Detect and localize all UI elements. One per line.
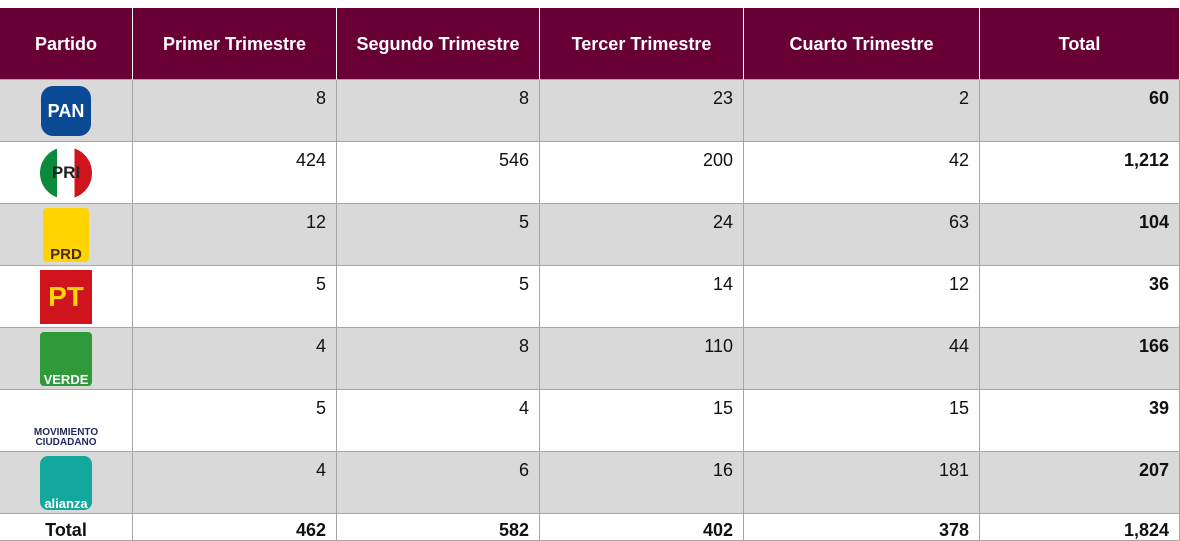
cell-value: 200: [540, 142, 744, 204]
total-cell: 462: [133, 514, 337, 541]
cell-value: 14: [540, 266, 744, 328]
cell-value: 44: [744, 328, 980, 390]
total-cell: Total: [0, 514, 133, 541]
cell-value: 12: [133, 204, 337, 266]
cell-value: 36: [980, 266, 1180, 328]
logo-cell: PRD: [0, 204, 133, 266]
cell-value: 24: [540, 204, 744, 266]
cell-value: 546: [337, 142, 540, 204]
party-logo: PRI: [40, 146, 92, 199]
cell-value: 8: [337, 80, 540, 142]
cell-value: 5: [133, 390, 337, 452]
total-cell: 1,824: [980, 514, 1180, 541]
cell-value: 8: [133, 80, 337, 142]
party-logo: VERDE: [40, 331, 92, 386]
cell-value: 2: [744, 80, 980, 142]
cell-value: 16: [540, 452, 744, 514]
cell-value: 4: [133, 328, 337, 390]
cell-value: 63: [744, 204, 980, 266]
total-cell: 402: [540, 514, 744, 541]
header-cell: Segundo Trimestre: [337, 8, 540, 80]
cell-value: 15: [540, 390, 744, 452]
cell-value: 5: [337, 204, 540, 266]
party-logo: alianza: [40, 455, 92, 510]
logo-cell: PT: [0, 266, 133, 328]
logo-cell: VERDE: [0, 328, 133, 390]
cell-value: 4: [133, 452, 337, 514]
cell-value: 424: [133, 142, 337, 204]
cell-value: 207: [980, 452, 1180, 514]
cell-value: 6: [337, 452, 540, 514]
cell-value: 12: [744, 266, 980, 328]
cell-value: 42: [744, 142, 980, 204]
cell-value: 60: [980, 80, 1180, 142]
cell-value: 5: [133, 266, 337, 328]
cell-value: 39: [980, 390, 1180, 452]
cell-value: 110: [540, 328, 744, 390]
cell-value: 104: [980, 204, 1180, 266]
party-logo: PT: [40, 269, 92, 324]
header-cell: Partido: [0, 8, 133, 80]
cell-value: 1,212: [980, 142, 1180, 204]
party-logo: PAN: [41, 85, 91, 136]
cell-value: 23: [540, 80, 744, 142]
cell-value: 8: [337, 328, 540, 390]
logo-cell: MOVIMIENTO CIUDADANO: [0, 390, 133, 452]
cell-value: 4: [337, 390, 540, 452]
cell-value: 166: [980, 328, 1180, 390]
logo-cell: PAN: [0, 80, 133, 142]
cell-value: 5: [337, 266, 540, 328]
header-cell: Tercer Trimestre: [540, 8, 744, 80]
cell-value: 181: [744, 452, 980, 514]
total-cell: 582: [337, 514, 540, 541]
cell-value: 15: [744, 390, 980, 452]
header-cell: Primer Trimestre: [133, 8, 337, 80]
logo-cell: PRI: [0, 142, 133, 204]
party-logo: MOVIMIENTO CIUDADANO: [33, 426, 99, 448]
header-cell: Total: [980, 8, 1180, 80]
total-cell: 378: [744, 514, 980, 541]
header-cell: Cuarto Trimestre: [744, 8, 980, 80]
logo-cell: alianza: [0, 452, 133, 514]
party-logo: PRD: [43, 207, 89, 262]
